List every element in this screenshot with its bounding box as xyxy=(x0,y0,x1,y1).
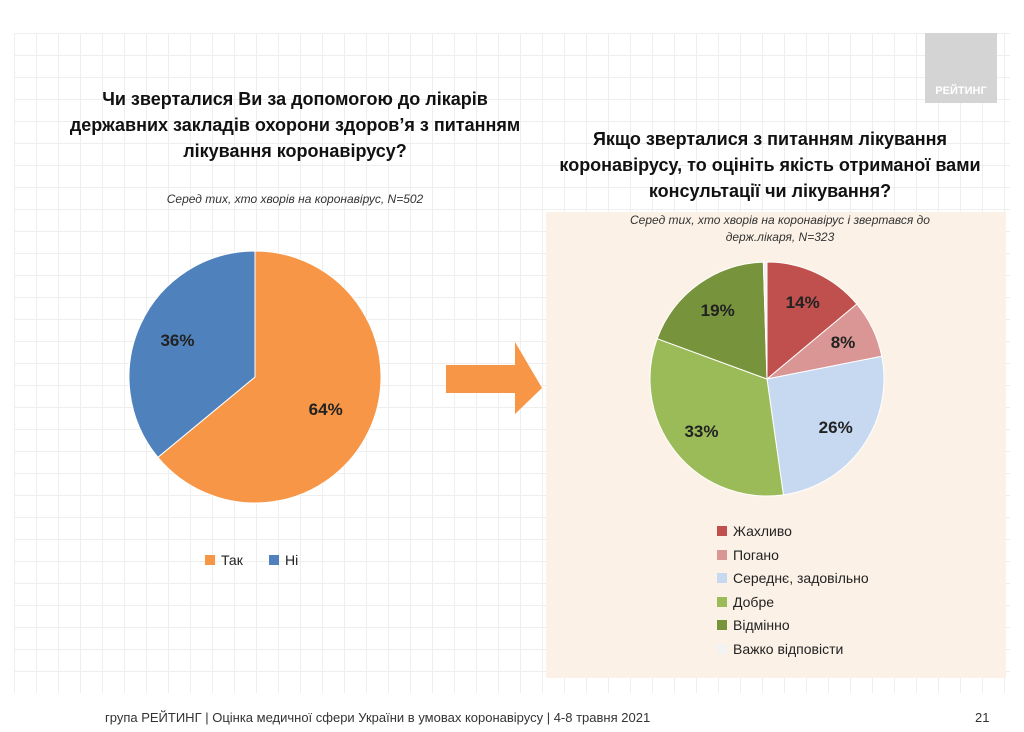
left-chart-subtitle: Серед тих, хто хворів на коронавірус, N=… xyxy=(166,192,424,206)
legend-item: Так xyxy=(205,552,243,568)
pie-slice-1-0 xyxy=(766,261,858,381)
subtitle-line: держ.лікаря, N=323 xyxy=(725,230,835,244)
pie-slice-0-0 xyxy=(157,250,382,504)
title-line: коронавірусу, то оцініть якість отримано… xyxy=(559,155,981,175)
subtitle-line: Серед тих, хто хворів на коронавірус і з… xyxy=(630,213,930,227)
legend-item: Середнє, задовільно xyxy=(717,570,869,586)
right-chart-subtitle: Серед тих, хто хворів на коронавірус і з… xyxy=(560,212,1000,246)
title-line: лікування коронавірусу? xyxy=(183,141,407,161)
data-label: 8% xyxy=(830,332,856,352)
legend-label: Середнє, задовільно xyxy=(733,570,869,586)
title-line: консультації чи лікування? xyxy=(648,181,892,201)
legend-swatch xyxy=(717,596,727,607)
rating-logo: РЕЙТИНГ xyxy=(925,33,997,103)
legend-label: Ні xyxy=(285,552,299,568)
data-label: 14% xyxy=(785,292,820,312)
legend-item: Важко відповісти xyxy=(717,641,843,657)
left-chart-title: Чи зверталися Ви за допомогою до лікарів… xyxy=(60,86,530,164)
legend-label: Так xyxy=(221,552,243,568)
legend-swatch xyxy=(717,573,727,583)
legend-swatch xyxy=(205,555,215,565)
legend-item: Погано xyxy=(717,547,779,563)
title-line: державних закладів охорони здоров’я з пи… xyxy=(69,115,521,135)
legend-swatch xyxy=(717,620,727,630)
pie-slice-1-3 xyxy=(649,338,784,497)
arrow-icon xyxy=(446,342,542,414)
data-label: 26% xyxy=(818,417,853,437)
pie-slice-1-5 xyxy=(762,261,768,380)
legend-label: Відмінно xyxy=(733,617,790,633)
legend-swatch xyxy=(717,643,727,654)
title-line: Чи зверталися Ви за допомогою до лікарів xyxy=(102,89,488,109)
legend-swatch xyxy=(717,526,727,536)
data-label: 33% xyxy=(684,421,719,441)
pie-slice-1-2 xyxy=(766,355,885,496)
page-number: 21 xyxy=(975,710,990,725)
data-label: 36% xyxy=(160,330,195,350)
footer: група РЕЙТИНГ | Оцінка медичної сфери Ук… xyxy=(105,710,651,725)
title-line: Якщо зверталися з питанням лікування xyxy=(592,129,948,149)
legend-label: Погано xyxy=(733,546,779,563)
legend-label: Важко відповісти xyxy=(733,640,844,657)
data-label: 64% xyxy=(308,400,343,420)
pie-slice-0-1 xyxy=(128,250,256,459)
data-label: 19% xyxy=(700,300,735,320)
legend-label: Жахливо xyxy=(733,523,792,539)
legend-label: Добре xyxy=(733,593,775,610)
legend-item: Добре xyxy=(717,594,774,610)
legend-item: Відмінно xyxy=(717,617,790,633)
legend-item: Ні xyxy=(269,552,298,568)
legend-swatch xyxy=(269,555,279,565)
legend-swatch xyxy=(717,549,727,560)
right-chart-title: Якщо зверталися з питанням лікування кор… xyxy=(540,126,1000,204)
pie-slice-1-4 xyxy=(656,261,768,380)
legend-item: Жахливо xyxy=(717,523,792,539)
